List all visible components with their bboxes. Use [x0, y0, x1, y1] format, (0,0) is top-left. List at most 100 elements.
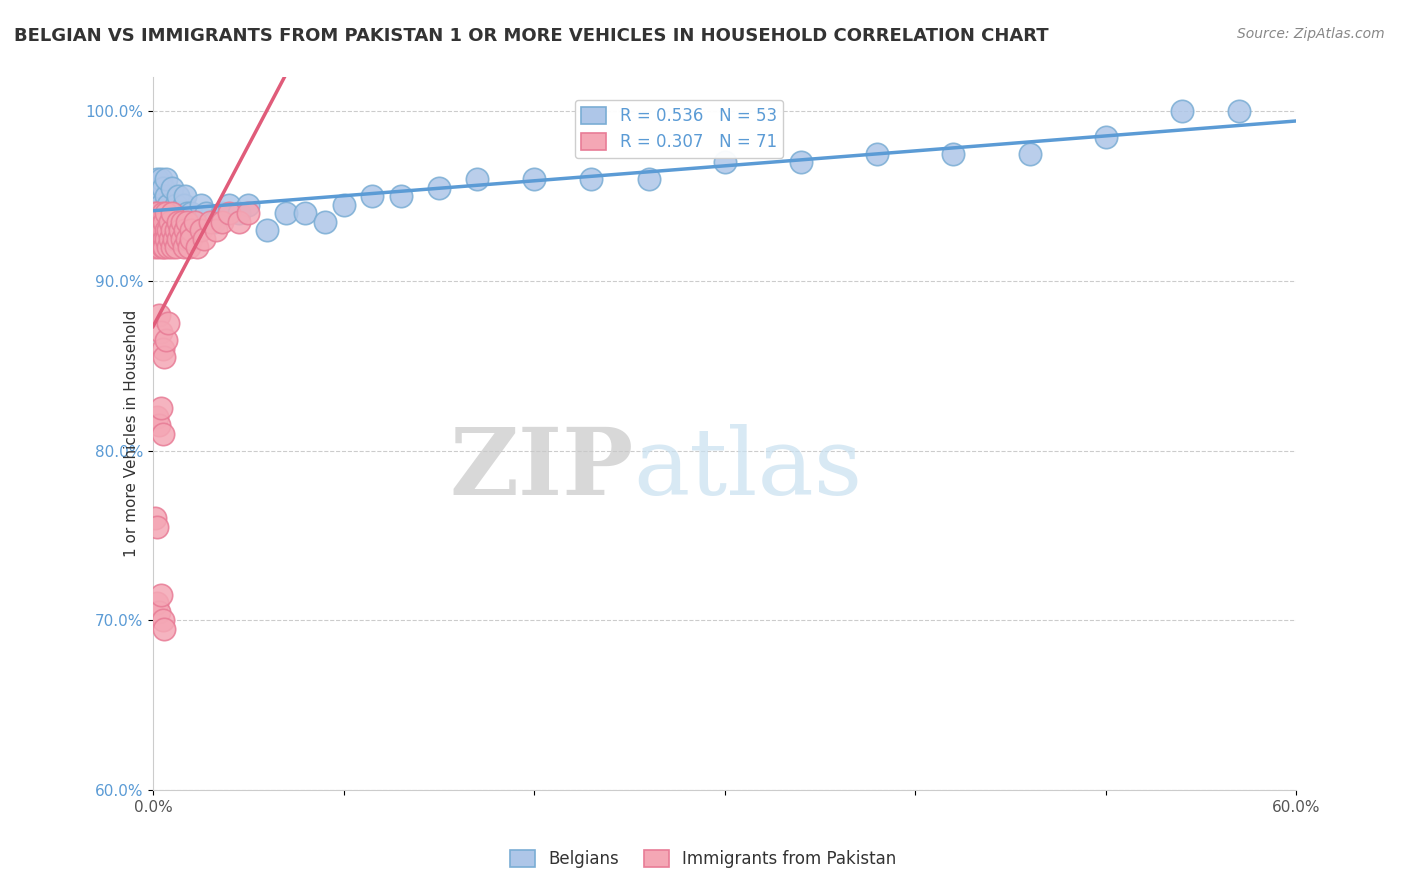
Point [152, 426, 174, 441]
Point [790, 155, 813, 169]
Point [149, 588, 172, 602]
Point [294, 206, 316, 220]
Point [160, 240, 183, 254]
Point [184, 214, 207, 228]
Text: atlas: atlas [633, 425, 862, 515]
Point [523, 172, 546, 186]
Point [148, 189, 170, 203]
Point [170, 206, 193, 220]
Point [174, 189, 197, 203]
Point [176, 206, 198, 220]
Point [153, 214, 176, 228]
Point [146, 172, 169, 186]
Point [152, 214, 174, 228]
Point [211, 206, 233, 220]
Point [146, 520, 169, 534]
Point [152, 342, 174, 356]
Point [1018, 146, 1040, 161]
Point [148, 308, 170, 322]
Point [163, 206, 186, 220]
Point [148, 418, 170, 433]
Point [149, 214, 172, 228]
Point [149, 172, 172, 186]
Point [146, 409, 169, 424]
Point [169, 214, 191, 228]
Point [149, 401, 172, 416]
Point [180, 231, 202, 245]
Point [165, 197, 187, 211]
Point [143, 240, 166, 254]
Point [174, 223, 197, 237]
Point [176, 231, 198, 245]
Point [180, 206, 202, 220]
Point [152, 206, 174, 220]
Point [228, 206, 250, 220]
Point [165, 223, 187, 237]
Point [186, 240, 208, 254]
Point [146, 596, 169, 610]
Point [143, 511, 166, 525]
Point [152, 223, 174, 237]
Point [146, 223, 169, 237]
Point [276, 206, 298, 220]
Point [190, 197, 212, 211]
Point [205, 223, 228, 237]
Point [148, 240, 170, 254]
Point [159, 214, 181, 228]
Point [149, 197, 172, 211]
Point [142, 214, 165, 228]
Point [211, 214, 233, 228]
Point [1171, 104, 1194, 119]
Point [149, 325, 172, 339]
Point [160, 223, 183, 237]
Point [152, 613, 174, 627]
Point [180, 223, 202, 237]
Point [155, 206, 177, 220]
Point [193, 231, 215, 245]
Point [148, 214, 170, 228]
Text: ZIP: ZIP [449, 425, 633, 515]
Point [170, 231, 193, 245]
Point [157, 223, 180, 237]
Y-axis label: 1 or more Vehicles in Household: 1 or more Vehicles in Household [124, 310, 139, 558]
Point [581, 172, 603, 186]
Point [143, 223, 166, 237]
Point [176, 214, 198, 228]
Point [256, 223, 278, 237]
Point [153, 231, 176, 245]
Point [155, 223, 177, 237]
Point [152, 240, 174, 254]
Point [148, 605, 170, 619]
Text: BELGIAN VS IMMIGRANTS FROM PAKISTAN 1 OR MORE VEHICLES IN HOUSEHOLD CORRELATION : BELGIAN VS IMMIGRANTS FROM PAKISTAN 1 OR… [14, 27, 1049, 45]
Point [179, 240, 201, 254]
Point [427, 180, 450, 194]
Point [146, 189, 169, 203]
Point [173, 240, 195, 254]
Point [228, 214, 250, 228]
Legend: Belgians, Immigrants from Pakistan: Belgians, Immigrants from Pakistan [503, 843, 903, 875]
Point [160, 206, 183, 220]
Point [332, 197, 354, 211]
Point [166, 189, 188, 203]
Point [218, 206, 240, 220]
Point [173, 197, 195, 211]
Point [159, 231, 181, 245]
Point [157, 197, 180, 211]
Point [152, 180, 174, 194]
Point [160, 180, 183, 194]
Point [389, 189, 412, 203]
Point [169, 223, 191, 237]
Point [159, 214, 181, 228]
Point [361, 189, 384, 203]
Point [153, 206, 176, 220]
Legend: R = 0.536   N = 53, R = 0.307   N = 71: R = 0.536 N = 53, R = 0.307 N = 71 [575, 100, 783, 158]
Point [238, 206, 260, 220]
Point [160, 206, 183, 220]
Text: Source: ZipAtlas.com: Source: ZipAtlas.com [1237, 27, 1385, 41]
Point [155, 189, 177, 203]
Point [153, 240, 176, 254]
Point [198, 214, 221, 228]
Point [157, 240, 180, 254]
Point [195, 206, 218, 220]
Point [155, 231, 177, 245]
